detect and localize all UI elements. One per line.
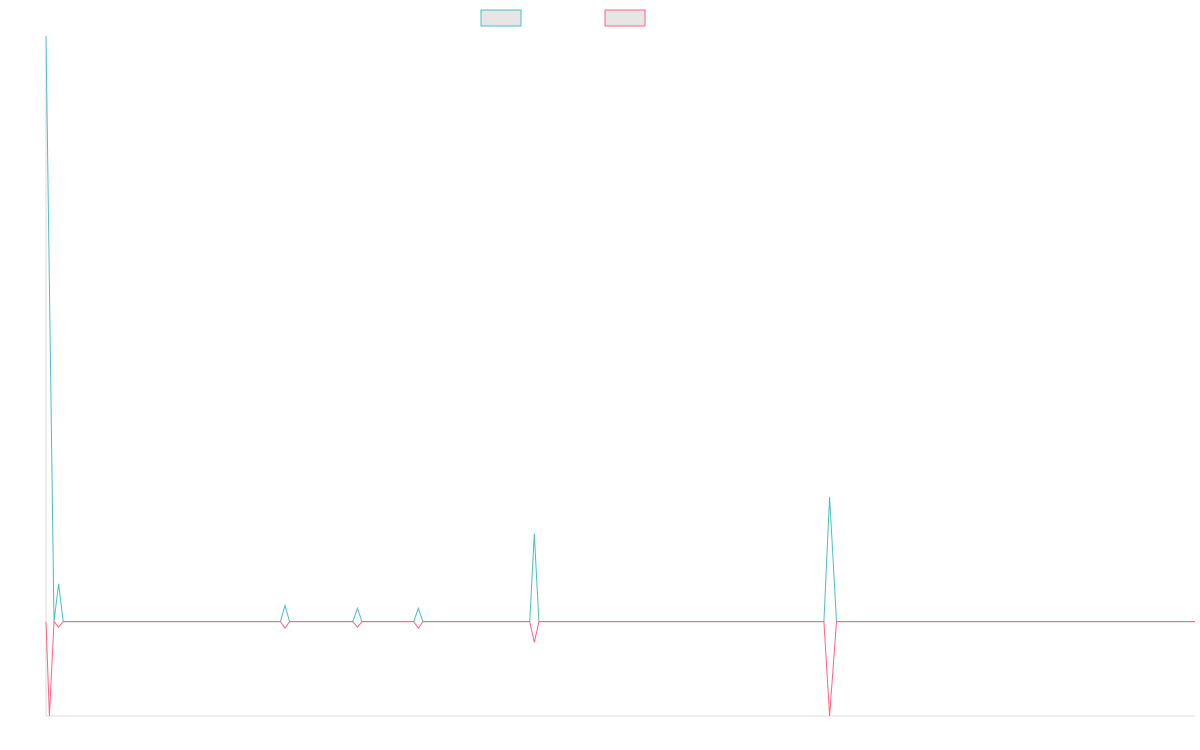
legend-swatch-1[interactable] [480, 9, 522, 27]
legend-swatch-2[interactable] [604, 9, 646, 27]
axes [45, 36, 1195, 717]
series-group [45, 35, 1195, 717]
series-line-1 [45, 35, 1195, 623]
series-line-2 [45, 620, 1195, 717]
legend [480, 9, 646, 27]
